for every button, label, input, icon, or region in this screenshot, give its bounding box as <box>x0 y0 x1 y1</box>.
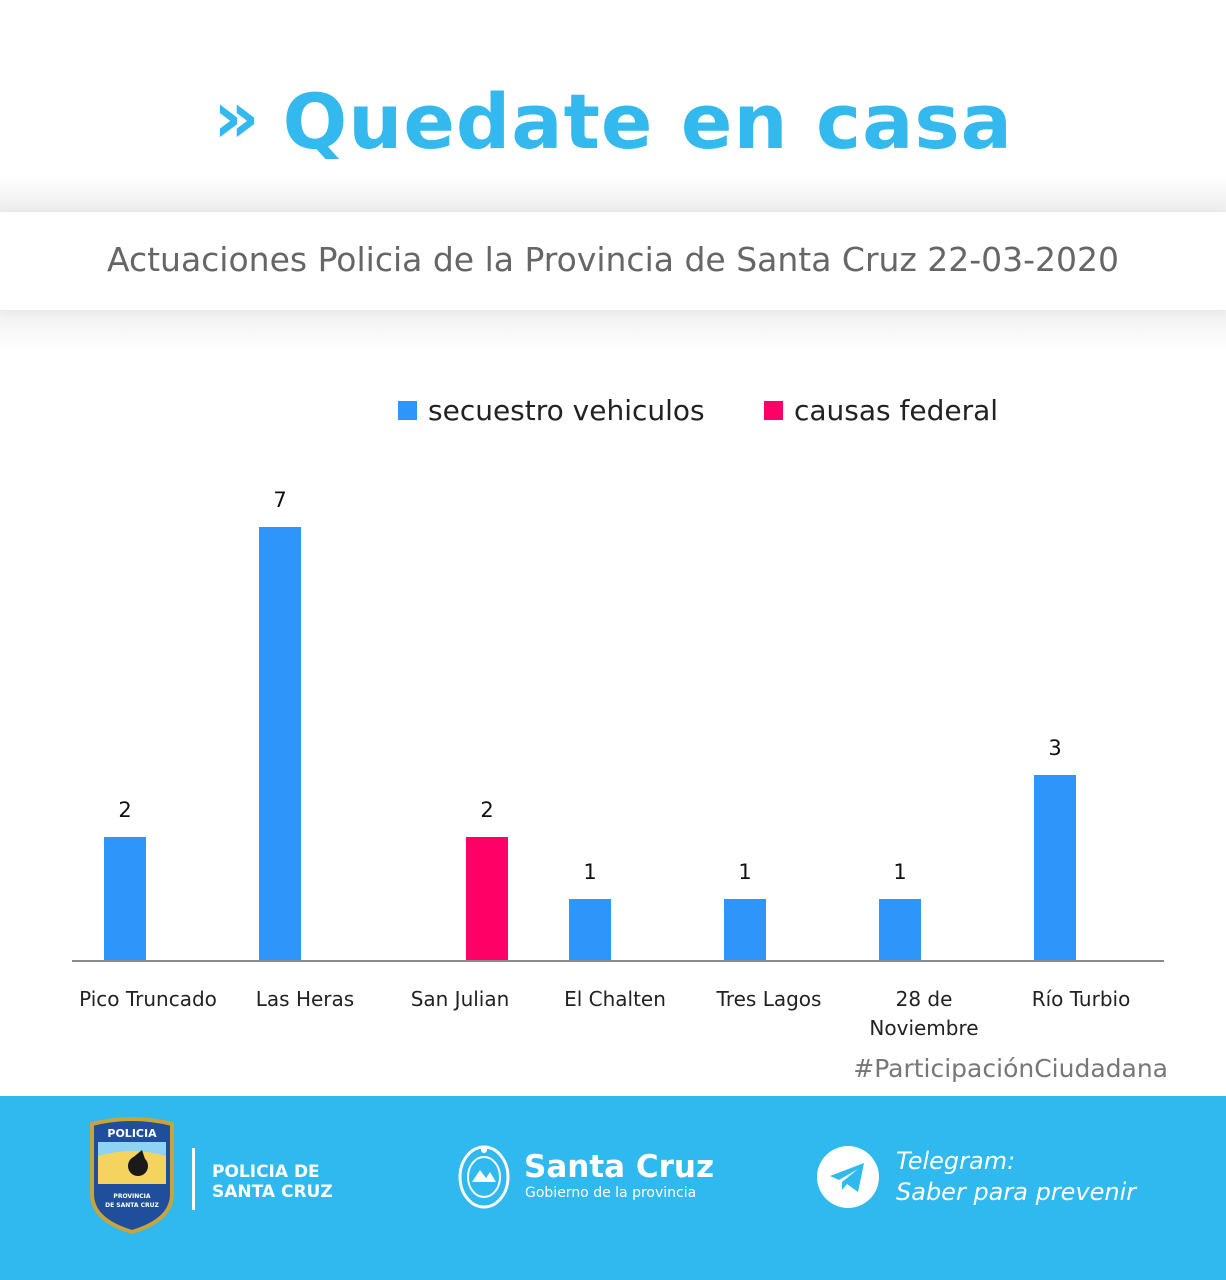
header-shadow <box>0 175 1226 215</box>
legend-swatch <box>764 401 783 420</box>
legend-swatch <box>398 401 417 420</box>
data-label: 1 <box>583 860 596 884</box>
data-label: 7 <box>273 488 286 512</box>
badge-text: POLICIA <box>107 1127 157 1140</box>
data-label: 1 <box>893 860 906 884</box>
telegram-label: Telegram: <box>896 1147 1016 1175</box>
police-name-line1: POLICIA DE <box>212 1162 320 1182</box>
x-tick-label: Río Turbio <box>1032 987 1131 1011</box>
bar <box>104 837 146 961</box>
bar <box>724 899 766 961</box>
police-badge-logo: POLICIA PROVINCIA DE SANTA CRUZ <box>90 1117 174 1234</box>
bar <box>259 527 301 961</box>
page-title-text: Quedate en casa <box>282 77 1013 166</box>
x-tick-label: Pico Truncado <box>79 987 217 1011</box>
x-tick-label: San Julian <box>411 987 510 1011</box>
bar <box>879 899 921 961</box>
legend-label: causas federal <box>794 394 998 427</box>
bar <box>466 837 508 961</box>
province-seal-icon <box>458 1145 510 1209</box>
paper-plane-icon[interactable] <box>816 1145 880 1209</box>
telegram-slogan: Saber para prevenir <box>896 1178 1137 1206</box>
bar-chart: secuestro vehiculos causas federal 2 7 1 1 1 3 2… <box>72 394 1164 1040</box>
header <box>0 0 1226 212</box>
police-name-line2: SANTA CRUZ <box>212 1182 333 1202</box>
subtitle-shadow <box>0 310 1226 350</box>
chevron-right-icon: » <box>213 75 261 159</box>
data-label: 3 <box>1048 736 1061 760</box>
data-label: 2 <box>118 798 131 822</box>
x-tick-label: El Chalten <box>564 987 666 1011</box>
bar <box>1034 775 1076 961</box>
data-label: 1 <box>738 860 751 884</box>
footer-divider <box>192 1148 195 1210</box>
svg-text:DE SANTA CRUZ: DE SANTA CRUZ <box>105 1202 159 1209</box>
data-label: 2 <box>480 798 493 822</box>
footer <box>0 1096 1226 1280</box>
chart-subtitle: Actuaciones Policia de la Provincia de S… <box>106 240 1120 279</box>
legend-label: secuestro vehiculos <box>428 394 705 427</box>
government-subtitle: Gobierno de la provincia <box>525 1185 697 1201</box>
page-title: » Quedate en casa <box>0 72 1226 173</box>
subtitle-band <box>0 212 1226 310</box>
hashtag: #ParticipaciónCiudadana <box>853 1054 1168 1083</box>
x-tick-label: 28 de Noviembre <box>869 987 978 1040</box>
telegram-text: Telegram: Saber para prevenir <box>896 1146 1136 1208</box>
x-tick-label: Las Heras <box>256 987 354 1011</box>
police-name: POLICIA DE SANTA CRUZ <box>212 1162 333 1202</box>
x-tick-label: Tres Lagos <box>716 987 822 1011</box>
bar <box>569 899 611 961</box>
svg-text:PROVINCIA: PROVINCIA <box>113 1193 150 1200</box>
government-name: Santa Cruz <box>524 1149 714 1185</box>
